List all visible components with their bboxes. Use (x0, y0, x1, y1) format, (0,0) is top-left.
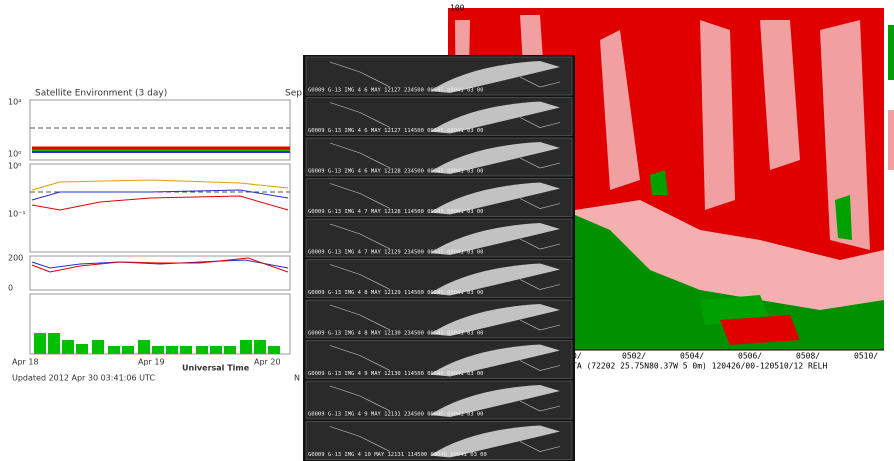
x-label: 0502/ (622, 352, 646, 361)
strip-label: G0009 G-13 IMG 4 6 MAY 12128 234500 0954… (308, 169, 484, 175)
humidity-red-patch (720, 315, 800, 345)
x-title: Universal Time (182, 364, 250, 373)
caption: TA (72202 25.75N80.37W 5 0m) 120426/00-1… (572, 362, 827, 371)
image-strip: G0009 G-13 IMG 4 7 MAY 12129 234500 0954… (306, 219, 572, 257)
collage: 100 0/ 0502/0504/0506/0508/0510/ TA (722… (0, 0, 894, 461)
y-axis-label: 10⁴ (8, 98, 21, 107)
strip-label: G0009 G-13 IMG 4 7 MAY 12129 234500 0954… (308, 250, 484, 256)
legend-bar (888, 110, 894, 170)
image-strip: G0009 G-13 IMG 4 10 MAY 12131 114500 095… (306, 422, 572, 460)
x-label: Apr 18 (12, 358, 39, 367)
strip-label: G0009 G-13 IMG 4 10 MAY 12131 114500 095… (308, 452, 487, 458)
x-label: Apr 20 (254, 358, 281, 367)
legend-bar (888, 25, 894, 80)
image-strip: G0009 G-13 IMG 4 6 MAY 12128 234500 0954… (306, 138, 572, 176)
top-label: 100 (450, 4, 465, 13)
image-strip: G0009 G-13 IMG 4 8 MAY 12130 234500 0954… (306, 300, 572, 338)
title: Sep (285, 89, 302, 99)
y-axis-label: 10⁻¹ (8, 210, 26, 219)
y-axis-label: 10⁰ (8, 150, 21, 159)
strip-label: G0009 G-13 IMG 4 6 MAY 12127 234500 0954… (308, 88, 484, 94)
y-axis-label: 200 (8, 254, 23, 263)
x-label: 0506/ (738, 352, 762, 361)
x-label: 0508/ (796, 352, 820, 361)
image-strip: G0009 G-13 IMG 4 6 MAY 12127 234500 0954… (306, 57, 572, 95)
strip-label: G0009 G-13 IMG 4 6 MAY 12127 114500 0954… (308, 128, 484, 134)
strip-label: G0009 G-13 IMG 4 8 MAY 12129 114500 0954… (308, 290, 484, 296)
satellite-environment-panel: Satellite Environment (3 day) Sep 10⁴ 10⁰… (0, 84, 302, 384)
strip-label: G0009 G-13 IMG 4 9 MAY 12130 114500 0954… (308, 371, 484, 377)
strip-label: G0009 G-13 IMG 4 8 MAY 12130 234500 0954… (308, 331, 484, 337)
y-axis-label: 0 (8, 284, 13, 293)
x-label: 0504/ (680, 352, 704, 361)
image-strip: G0009 G-13 IMG 4 7 MAY 12128 114500 0954… (306, 179, 572, 217)
image-strip: G0009 G-13 IMG 4 9 MAY 12131 234500 0954… (306, 381, 572, 419)
strip-label: G0009 G-13 IMG 4 9 MAY 12131 234500 0954… (308, 412, 484, 418)
y-axis-label: 10⁰ (8, 162, 21, 171)
image-strip: G0009 G-13 IMG 4 8 MAY 12129 114500 0954… (306, 260, 572, 298)
title: Satellite Environment (3 day) (35, 89, 167, 99)
x-label: Apr 19 (138, 358, 165, 367)
satellite-imagery-panel: G0009 G-13 IMG 4 6 MAY 12127 234500 0954… (303, 55, 575, 461)
footer: N (294, 374, 300, 383)
image-strip: G0009 G-13 IMG 4 6 MAY 12127 114500 0954… (306, 98, 572, 136)
strip-label: G0009 G-13 IMG 4 7 MAY 12128 114500 0954… (308, 209, 484, 215)
footer: Updated 2012 Apr 30 03:41:06 UTC (12, 374, 155, 383)
image-strip: G0009 G-13 IMG 4 9 MAY 12130 114500 0954… (306, 341, 572, 379)
x-label: 0510/ (854, 352, 878, 361)
